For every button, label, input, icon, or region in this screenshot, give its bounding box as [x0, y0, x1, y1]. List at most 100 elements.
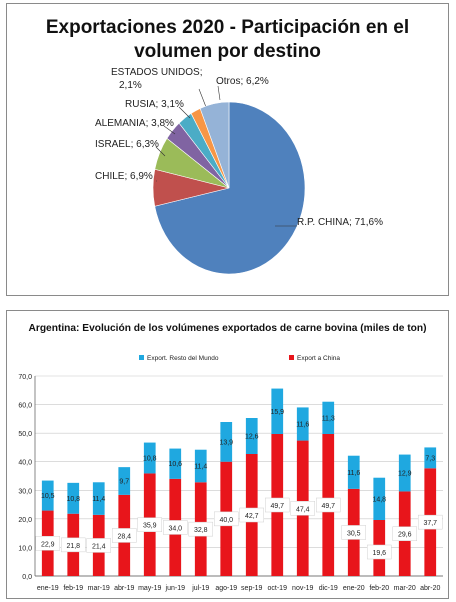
bar-rest [143, 442, 156, 474]
pie-slice-label: RUSIA; 3,1% [125, 99, 184, 110]
bar-chart: 0,0 10,0 20,0 30,0 40,0 50,0 60,0 70,0 22,9 10,5 e… [18, 355, 443, 592]
china-data-label: 19,6 [372, 550, 386, 557]
y-tick-label: 30,0 [18, 488, 32, 495]
bar-rest [245, 418, 258, 454]
pie-leader-line [163, 125, 176, 135]
bar-rest [41, 480, 54, 511]
china-label-box [265, 497, 290, 513]
bar-rest [398, 454, 411, 492]
bar-chart-title: Argentina: Evolución de los volúmenes ex… [28, 323, 427, 334]
bar-rest [373, 477, 386, 520]
rest-data-label: 10,6 [168, 461, 182, 468]
china-data-label: 28,4 [117, 533, 131, 540]
rest-data-label: 11,4 [194, 464, 207, 471]
china-label-box [188, 521, 213, 537]
pie-slice-label: CHILE; 6,9% [95, 171, 153, 182]
rest-data-label: 13,9 [219, 439, 233, 446]
pie-slice [199, 101, 230, 189]
china-label-box [418, 514, 443, 530]
pie-slice-label: ALEMANIA; 3,8% [95, 118, 174, 129]
china-label-box [316, 497, 341, 513]
china-label-box [341, 525, 366, 540]
x-tick-label: ago-19 [215, 585, 237, 592]
x-tick-label: jul-19 [191, 585, 209, 592]
y-tick-label: 50,0 [18, 431, 32, 438]
china-data-label: 37,7 [423, 520, 437, 527]
pie-slice [154, 101, 306, 275]
x-tick-label: ene-20 [343, 585, 365, 592]
y-tick-label: 70,0 [18, 374, 32, 381]
pie-leader-line [178, 106, 191, 119]
china-data-label: 34,0 [168, 525, 182, 532]
bar-rest [424, 447, 437, 469]
y-tick-label: 60,0 [18, 403, 32, 410]
legend-swatch [289, 355, 294, 360]
rest-data-label: 15,9 [270, 409, 284, 416]
rest-data-label: 11,4 [92, 496, 105, 503]
china-label-box [214, 511, 239, 527]
rest-data-label: 11,6 [296, 422, 309, 429]
china-label-box [86, 538, 111, 553]
bar-rest [118, 467, 131, 495]
x-tick-label: oct-19 [268, 585, 288, 592]
china-label-box [367, 544, 392, 560]
china-data-label: 49,7 [321, 503, 335, 510]
china-data-label: 42,7 [245, 513, 259, 520]
x-tick-label: feb-19 [63, 585, 83, 592]
pie-leader-line [198, 88, 207, 108]
pie-leader-line [217, 85, 221, 101]
pie-slice-label: ESTADOS UNIDOS; 2,1% [111, 67, 203, 91]
china-data-label: 21,4 [92, 543, 106, 550]
china-data-label: 47,4 [296, 506, 310, 513]
pie-chart-title: Exportaciones 2020 - Participación en el… [45, 17, 410, 62]
china-label-box [163, 520, 188, 535]
pie-slice-label: Otros; 6,2% [216, 76, 269, 87]
china-label-box [239, 507, 264, 523]
rest-data-label: 7,3 [425, 455, 435, 462]
legend-swatch [139, 355, 144, 360]
bar-rest [322, 401, 335, 434]
china-label-box [290, 501, 315, 516]
pie-slice-label: R.P. CHINA; 71,6% [297, 217, 383, 228]
bar-chart-panel: Argentina: Evolución de los volúmenes ex… [6, 310, 449, 599]
y-tick-label: 20,0 [18, 517, 32, 524]
x-tick-label: ene-19 [37, 585, 59, 592]
x-tick-label: abr-20 [420, 585, 440, 592]
x-tick-label: mar-20 [394, 585, 416, 592]
y-tick-label: 10,0 [18, 545, 32, 552]
rest-data-label: 11,3 [322, 415, 335, 422]
y-tick-label: 40,0 [18, 460, 32, 467]
bar-rest [92, 482, 105, 515]
china-label-box [112, 528, 137, 543]
china-label-box [137, 517, 162, 532]
china-data-label: 49,7 [270, 503, 284, 510]
rest-data-label: 14,8 [372, 496, 386, 503]
rest-data-label: 10,8 [66, 496, 80, 503]
x-tick-label: dic-19 [319, 585, 338, 592]
china-data-label: 32,8 [194, 527, 208, 534]
x-tick-label: nov-19 [292, 585, 314, 592]
bar-rest [169, 448, 182, 479]
china-data-label: 22,9 [41, 541, 55, 548]
pie-chart-panel: Exportaciones 2020 - Participación en el… [6, 3, 449, 296]
pie-slice-label: ISRAEL; 6,3% [95, 139, 159, 150]
china-data-label: 21,8 [66, 543, 80, 550]
bar-rest [194, 449, 207, 483]
china-label-box [35, 536, 60, 551]
x-tick-label: sep-19 [241, 585, 263, 592]
pie-leader-line [155, 146, 166, 157]
bar-rest [271, 388, 284, 434]
bar-rest [296, 407, 309, 441]
x-tick-label: jun-19 [165, 585, 186, 592]
china-data-label: 35,9 [143, 523, 157, 530]
rest-data-label: 11,6 [347, 470, 360, 477]
x-tick-label: mar-19 [88, 585, 110, 592]
rest-data-label: 10,8 [143, 456, 157, 463]
bar-rest [220, 422, 233, 462]
rest-data-label: 12,9 [398, 471, 412, 478]
x-tick-label: feb-20 [369, 585, 389, 592]
rest-data-label: 9,7 [119, 479, 129, 486]
china-label-box [392, 526, 417, 541]
legend-label: Export a China [297, 355, 340, 362]
china-data-label: 40,0 [219, 517, 233, 524]
